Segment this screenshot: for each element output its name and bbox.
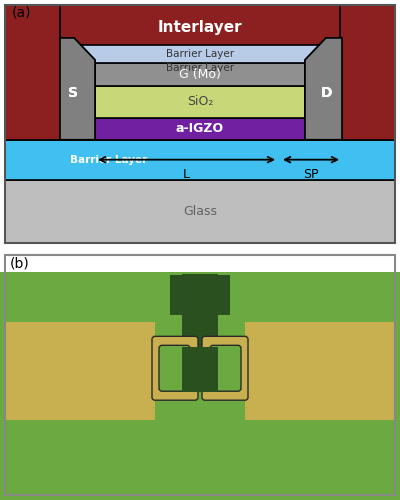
FancyBboxPatch shape — [159, 346, 190, 391]
Bar — [5, 140, 395, 179]
Bar — [182, 274, 218, 352]
Bar — [5, 5, 60, 140]
Bar — [340, 5, 395, 140]
Polygon shape — [5, 322, 175, 420]
Text: D: D — [321, 86, 333, 100]
Bar — [58, 5, 342, 60]
Bar — [95, 63, 305, 86]
Text: SiO₂: SiO₂ — [187, 96, 213, 108]
Text: Barrier Layer: Barrier Layer — [166, 49, 234, 59]
Bar — [65, 45, 335, 63]
Text: L: L — [182, 168, 190, 180]
Text: Barrier Layer: Barrier Layer — [70, 154, 147, 164]
FancyBboxPatch shape — [152, 336, 198, 400]
Polygon shape — [305, 38, 342, 140]
Bar — [5, 180, 395, 242]
Text: a-IGZO: a-IGZO — [176, 122, 224, 135]
Text: D: D — [321, 86, 333, 100]
Text: (a): (a) — [12, 6, 32, 20]
Text: Glass: Glass — [183, 205, 217, 218]
FancyBboxPatch shape — [210, 346, 241, 391]
Text: G (Mo): G (Mo) — [179, 68, 221, 82]
Bar — [342, 5, 395, 38]
Polygon shape — [60, 38, 95, 140]
Bar — [5, 5, 58, 38]
Text: Barrier Layer: Barrier Layer — [166, 63, 234, 73]
Bar — [170, 276, 230, 316]
Bar — [182, 348, 218, 392]
Bar — [95, 118, 305, 140]
Text: (b): (b) — [10, 256, 30, 270]
Bar — [175, 352, 225, 392]
Bar — [95, 86, 305, 118]
Polygon shape — [225, 322, 395, 420]
Bar — [60, 118, 340, 140]
FancyBboxPatch shape — [202, 336, 248, 400]
Bar — [60, 58, 340, 140]
Polygon shape — [305, 38, 342, 140]
Text: S: S — [68, 86, 78, 100]
Bar — [0, 252, 400, 272]
Text: Interlayer: Interlayer — [158, 20, 242, 36]
Polygon shape — [60, 38, 95, 140]
Text: SP: SP — [303, 168, 319, 180]
Text: S: S — [68, 86, 78, 100]
